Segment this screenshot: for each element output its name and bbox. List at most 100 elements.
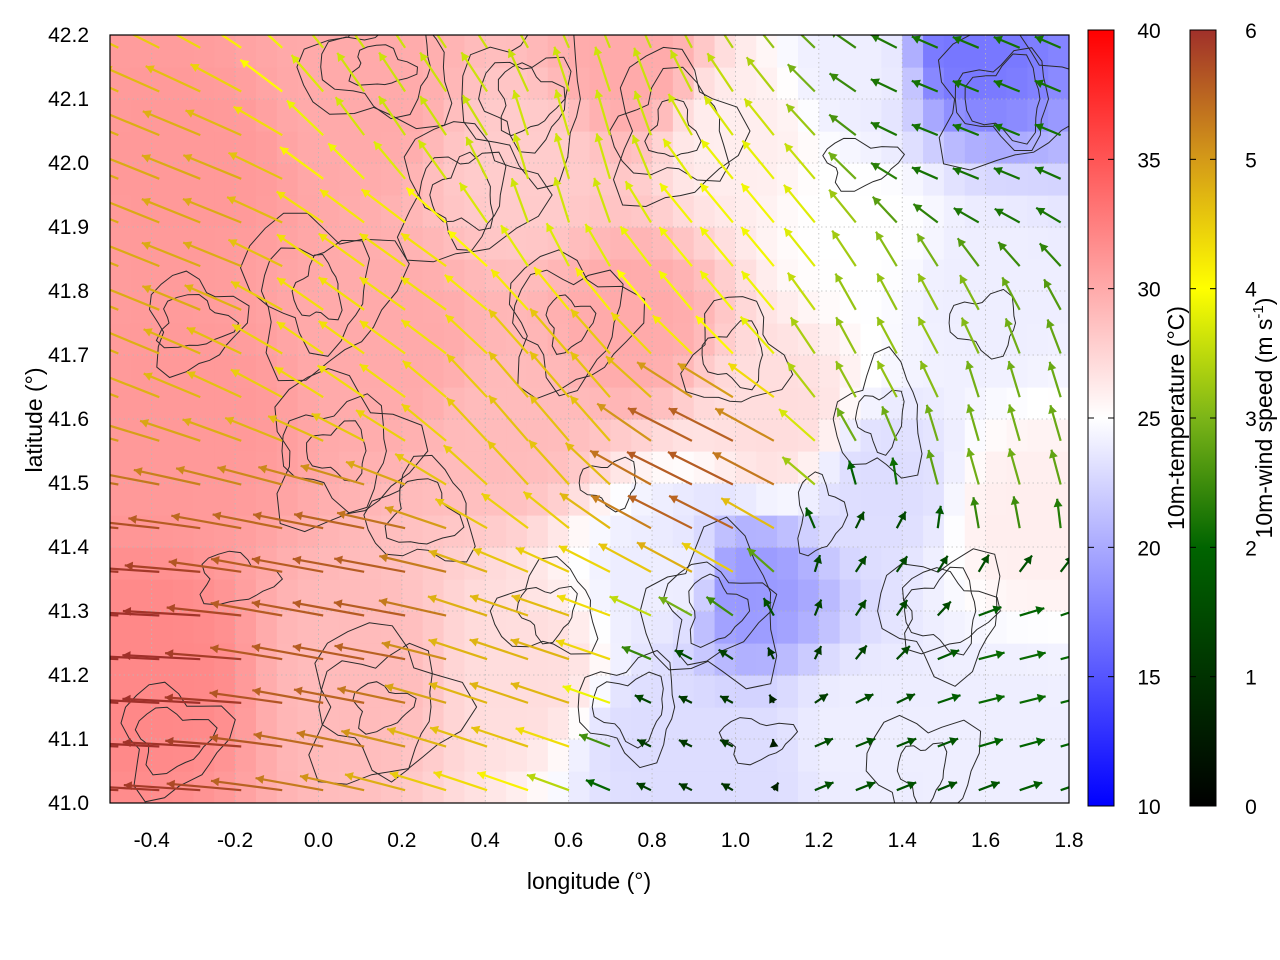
wind-vector: [662, 138, 693, 180]
wind-vector-head: [292, 555, 302, 565]
wind-vector-head: [145, 65, 155, 74]
temperature-cell: [631, 579, 653, 612]
wind-vector: [783, 227, 816, 267]
wind-vector-head: [1077, 694, 1086, 703]
wind-vector-head: [858, 556, 867, 566]
wind-vector: [110, 788, 119, 792]
wind-vector: [182, 418, 242, 442]
temperature-cell: [151, 67, 174, 100]
wind-vector: [344, 773, 406, 792]
wind-vector: [384, 684, 447, 704]
temperature-cell: [672, 515, 695, 548]
wind-vector-head: [609, 595, 619, 604]
temperature-cell: [214, 259, 236, 292]
temperature-cell: [902, 515, 924, 548]
wind-vector-head: [400, 277, 410, 286]
wind-vector: [720, 497, 775, 530]
temperature-cell: [172, 355, 194, 388]
temperature-cell: [255, 227, 278, 260]
wind-vector: [220, 35, 242, 49]
temperature-cell: [839, 323, 862, 356]
wind-vector-head: [721, 498, 731, 506]
temperature-cell: [526, 739, 549, 772]
temperature-cell: [276, 35, 299, 68]
temperature-cell: [401, 675, 424, 708]
wind-vector-head: [101, 198, 110, 206]
temperature-cell: [193, 707, 215, 740]
wind-vector: [124, 564, 201, 573]
temperature-cell: [1048, 547, 1069, 580]
wind-vectors: [41, 35, 1086, 792]
wind-vector-head: [597, 403, 607, 412]
wind-vector: [110, 68, 160, 93]
wind-vector-head: [292, 599, 302, 609]
wind-vector-head: [835, 361, 844, 371]
wind-vector: [141, 285, 201, 311]
temperature-cell: [422, 483, 445, 516]
wind-vector-head: [469, 638, 479, 647]
wind-vector-head: [217, 465, 227, 474]
wind-vector-head: [41, 782, 49, 791]
wind-vector: [110, 113, 160, 137]
wind-vector-head: [590, 450, 600, 459]
wind-vector: [644, 35, 652, 49]
temperature-cell: [631, 195, 653, 228]
temperature-cell: [631, 35, 653, 68]
wind-vector-head: [341, 728, 351, 738]
wind-vector-head: [1035, 166, 1045, 175]
temperature-cell: [652, 163, 674, 196]
wind-vector-head: [741, 227, 750, 237]
temperature-cell: [381, 291, 403, 324]
temperature-cell: [276, 451, 299, 484]
temperature-cell: [902, 355, 924, 388]
wind-vector: [110, 526, 119, 530]
wind-vector-head: [176, 465, 185, 475]
wind-vector: [168, 560, 242, 573]
wind-vector-head: [832, 35, 836, 38]
wind-vector-head: [530, 395, 539, 405]
wind-vector-head: [110, 110, 111, 112]
x-tick-label: 0.2: [387, 829, 416, 852]
wind-vector-head: [823, 737, 833, 746]
wind-vector-head: [594, 133, 604, 143]
temperature-cell: [255, 163, 278, 196]
wind-vector: [740, 226, 775, 267]
wind-vector: [143, 372, 201, 399]
wind-vector-head: [81, 695, 89, 704]
temperature-cell: [652, 707, 674, 740]
wind-vector: [171, 514, 242, 530]
wind-vector-head: [847, 460, 856, 470]
temperature-cell: [818, 451, 841, 484]
temperature-cell: [672, 451, 695, 484]
wind-vector-head: [133, 467, 143, 477]
temperature-cell: [339, 547, 361, 580]
wind-vector-head: [346, 460, 356, 469]
wind-vector-head: [166, 603, 176, 613]
temperature-cell: [318, 483, 340, 516]
temperature-cell: [1006, 195, 1028, 228]
wind-vector-head: [299, 773, 309, 783]
temperature-cell: [985, 771, 1008, 803]
temperature-cell: [610, 195, 632, 228]
wind-vector-head: [870, 78, 880, 87]
temperature-cell: [318, 99, 340, 132]
temperature-cell: [777, 259, 799, 292]
wind-vector-head: [359, 364, 369, 373]
temperature-cell: [693, 355, 716, 388]
temperature-cell: [506, 99, 528, 132]
temperature-cell: [881, 515, 903, 548]
temperature-cell: [360, 771, 382, 803]
temperature-cell: [839, 675, 862, 708]
temperature-cell: [151, 195, 174, 228]
wind-vector-head: [637, 739, 647, 748]
wind-vector-head: [959, 275, 968, 285]
wind-vector-head: [659, 183, 669, 193]
temperature-cell: [297, 131, 320, 164]
wind-vector-head: [787, 362, 796, 372]
temperature-cell: [672, 419, 695, 452]
wind-vector: [433, 771, 488, 792]
temperature-cell: [714, 355, 737, 388]
x-tick-label: 0.8: [637, 829, 666, 852]
wind-vector: [379, 554, 447, 573]
temperature-cell: [485, 355, 507, 388]
